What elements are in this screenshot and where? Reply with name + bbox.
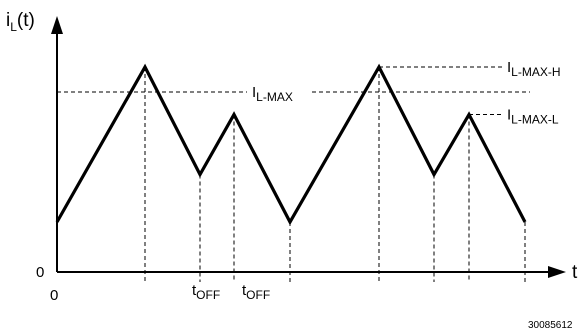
x-origin-label: 0 [50, 287, 58, 304]
interval-label-toff-1: tOFF [242, 282, 270, 302]
interval-labels: tOFF tOFF [192, 282, 270, 302]
ref-label-l-max-h: IL-MAX-H [507, 59, 561, 79]
x-axis-arrow [548, 266, 566, 278]
x-axis-label: t [572, 262, 578, 283]
series-group [55, 63, 527, 226]
reference-lines: IL-MAX IL-MAX-H IL-MAX-L [57, 59, 561, 127]
figure-id: 30085612 [528, 320, 573, 331]
vertical-markers [144, 67, 526, 282]
ref-label-l-max-l: IL-MAX-L [507, 107, 559, 127]
ref-label-l-max: IL-MAX [252, 84, 293, 104]
y-origin-label: 0 [36, 264, 44, 281]
y-axis-label: iL(t) [6, 10, 35, 34]
y-axis-arrow [51, 16, 63, 34]
interval-label-toff-0: tOFF [192, 282, 220, 302]
